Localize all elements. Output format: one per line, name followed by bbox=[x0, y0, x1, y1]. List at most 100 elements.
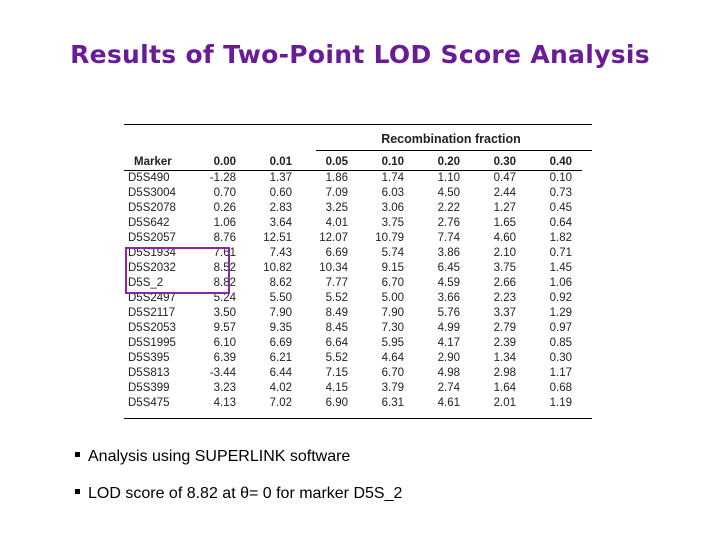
lod-value-cell: 0.68 bbox=[549, 382, 572, 394]
lod-value-cell: 12.07 bbox=[319, 232, 348, 244]
bullet-square-icon bbox=[75, 452, 80, 458]
lod-value-cell: 1.29 bbox=[549, 307, 572, 319]
column-header: 0.30 bbox=[470, 154, 526, 171]
lod-value-cell: 7.43 bbox=[269, 247, 292, 259]
table-row: D5S_2 8.82 8.62 7.77 6.70 4.59 2.66 1.06 bbox=[124, 276, 582, 291]
table-row: D5S2053 9.57 9.35 8.45 7.30 4.99 2.79 0.97 bbox=[124, 321, 582, 336]
lod-value-cell: 2.44 bbox=[493, 187, 516, 199]
bullet-text: LOD score of 8.82 at θ= 0 for marker D5S… bbox=[88, 485, 403, 502]
lod-value-cell: 2.10 bbox=[493, 247, 516, 259]
marker-cell: D5S2078 bbox=[128, 202, 176, 214]
lod-value-cell: 6.70 bbox=[381, 277, 404, 289]
marker-cell: D5S1934 bbox=[128, 247, 176, 259]
marker-cell: D5S2057 bbox=[128, 232, 176, 244]
lod-value-cell: 0.64 bbox=[549, 217, 572, 229]
lod-value-cell: 2.98 bbox=[493, 367, 516, 379]
marker-cell: D5S475 bbox=[128, 397, 170, 409]
lod-value-cell: 3.79 bbox=[381, 382, 404, 394]
lod-value-cell: 10.34 bbox=[319, 262, 348, 274]
lod-value-cell: 2.74 bbox=[437, 382, 460, 394]
lod-value-cell: 2.22 bbox=[437, 202, 460, 214]
table-row: D5S1995 6.10 6.69 6.64 5.95 4.17 2.39 0.85 bbox=[124, 336, 582, 351]
lod-value-cell: 7.02 bbox=[269, 397, 292, 409]
lod-value-cell: 3.86 bbox=[437, 247, 460, 259]
lod-value-cell: 3.75 bbox=[493, 262, 516, 274]
lod-value-cell: 3.37 bbox=[493, 307, 516, 319]
column-header: 0.01 bbox=[246, 154, 302, 171]
lod-value-cell: 7.90 bbox=[269, 307, 292, 319]
lod-value-cell: 7.77 bbox=[325, 277, 348, 289]
lod-value-cell: 7.30 bbox=[381, 322, 404, 334]
lod-value-cell: 7.15 bbox=[325, 367, 348, 379]
lod-value-cell: 3.66 bbox=[437, 292, 460, 304]
marker-cell: D5S2497 bbox=[128, 292, 176, 304]
data-table: Marker 0.00 0.01 0.05 0.10 0.20 0.30 0.4… bbox=[124, 154, 582, 411]
lod-value-cell: 10.82 bbox=[263, 262, 292, 274]
table-row: D5S475 4.13 7.02 6.90 6.31 4.61 2.01 1.19 bbox=[124, 396, 582, 411]
table-row: D5S399 3.23 4.02 4.15 3.79 2.74 1.64 0.68 bbox=[124, 381, 582, 396]
lod-value-cell: 4.17 bbox=[437, 337, 460, 349]
lod-value-cell: 1.06 bbox=[213, 217, 236, 229]
lod-value-cell: 0.71 bbox=[549, 247, 572, 259]
lod-value-cell: 3.06 bbox=[381, 202, 404, 214]
lod-value-cell: 4.59 bbox=[437, 277, 460, 289]
table-row: D5S395 6.39 6.21 5.52 4.64 2.90 1.34 0.30 bbox=[124, 351, 582, 366]
lod-value-cell: 1.86 bbox=[325, 172, 348, 184]
lod-value-cell: 1.06 bbox=[549, 277, 572, 289]
lod-value-cell: 2.66 bbox=[493, 277, 516, 289]
table-row: D5S642 1.06 3.64 4.01 3.75 2.76 1.65 0.64 bbox=[124, 216, 582, 231]
table-row: D5S2057 8.76 12.51 12.07 10.79 7.74 4.60 1.82 bbox=[124, 231, 582, 246]
lod-value-cell: 6.21 bbox=[269, 352, 292, 364]
lod-value-cell: 0.26 bbox=[213, 202, 236, 214]
column-header: 0.20 bbox=[414, 154, 470, 171]
lod-value-cell: 1.74 bbox=[381, 172, 404, 184]
lod-value-cell: 7.90 bbox=[381, 307, 404, 319]
lod-value-cell: 0.92 bbox=[549, 292, 572, 304]
lod-value-cell: -3.44 bbox=[209, 367, 236, 379]
lod-value-cell: 5.24 bbox=[213, 292, 236, 304]
lod-value-cell: 4.61 bbox=[437, 397, 460, 409]
lod-value-cell: 4.98 bbox=[437, 367, 460, 379]
lod-value-cell: 8.76 bbox=[213, 232, 236, 244]
lod-value-cell: 1.19 bbox=[549, 397, 572, 409]
lod-value-cell: 2.76 bbox=[437, 217, 460, 229]
recombination-fraction-header: Recombination fraction bbox=[381, 132, 521, 146]
marker-cell: D5S813 bbox=[128, 367, 170, 379]
lod-value-cell: 1.10 bbox=[437, 172, 460, 184]
lod-value-cell: 6.70 bbox=[381, 367, 404, 379]
lod-value-cell: 2.39 bbox=[493, 337, 516, 349]
lod-value-cell: 4.01 bbox=[325, 217, 348, 229]
lod-value-cell: 6.69 bbox=[269, 337, 292, 349]
lod-value-cell: 4.13 bbox=[213, 397, 236, 409]
lod-value-cell: 2.01 bbox=[493, 397, 516, 409]
bullet-text: Analysis using SUPERLINK software bbox=[88, 448, 351, 465]
bullet-item: LOD score of 8.82 at θ= 0 for marker D5S… bbox=[75, 485, 402, 503]
marker-cell: D5S1995 bbox=[128, 337, 176, 349]
marker-cell: D5S_2 bbox=[128, 277, 164, 289]
column-header: Marker bbox=[124, 154, 190, 171]
lod-value-cell: 0.70 bbox=[213, 187, 236, 199]
lod-value-cell: 5.52 bbox=[325, 292, 348, 304]
table-row: D5S3004 0.70 0.60 7.09 6.03 4.50 2.44 0.73 bbox=[124, 186, 582, 201]
lod-value-cell: 9.57 bbox=[213, 322, 236, 334]
table-row: D5S490 -1.28 1.37 1.86 1.74 1.10 0.47 0.10 bbox=[124, 171, 582, 187]
lod-value-cell: 3.25 bbox=[325, 202, 348, 214]
lod-value-cell: 8.52 bbox=[213, 262, 236, 274]
lod-value-cell: 0.10 bbox=[549, 172, 572, 184]
slide-title: Results of Two-Point LOD Score Analysis bbox=[70, 40, 650, 69]
lod-value-cell: 4.02 bbox=[269, 382, 292, 394]
table-row: D5S2117 3.50 7.90 8.49 7.90 5.76 3.37 1.29 bbox=[124, 306, 582, 321]
lod-value-cell: 1.82 bbox=[549, 232, 572, 244]
marker-cell: D5S2117 bbox=[128, 307, 176, 319]
lod-value-cell: 3.64 bbox=[269, 217, 292, 229]
lod-value-cell: 0.73 bbox=[549, 187, 572, 199]
lod-value-cell: 6.44 bbox=[269, 367, 292, 379]
lod-value-cell: 1.34 bbox=[493, 352, 516, 364]
lod-value-cell: 2.83 bbox=[269, 202, 292, 214]
lod-value-cell: 5.52 bbox=[325, 352, 348, 364]
lod-value-cell: 4.64 bbox=[381, 352, 404, 364]
lod-value-cell: 8.45 bbox=[325, 322, 348, 334]
lod-value-cell: 7.74 bbox=[437, 232, 460, 244]
lod-value-cell: 2.79 bbox=[493, 322, 516, 334]
table-row: D5S2497 5.24 5.50 5.52 5.00 3.66 2.23 0.92 bbox=[124, 291, 582, 306]
